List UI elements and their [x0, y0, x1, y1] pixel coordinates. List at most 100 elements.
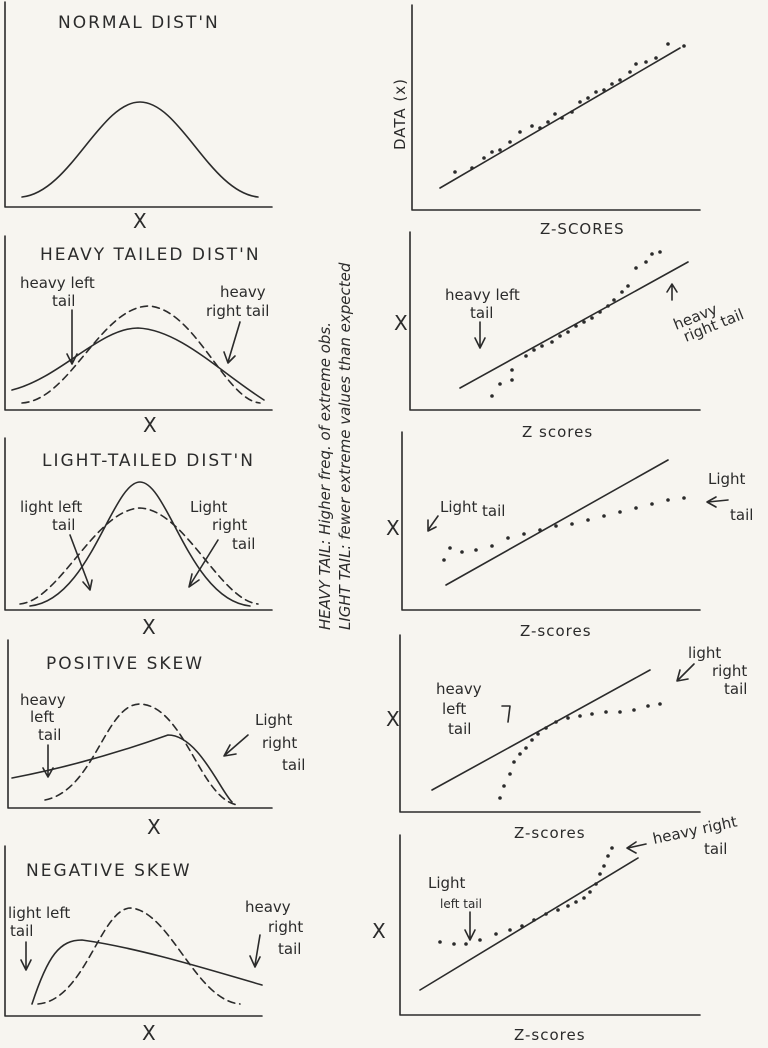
arrow	[464, 911, 476, 941]
arrow	[474, 321, 486, 349]
arrow	[706, 496, 729, 508]
plot-point	[520, 924, 524, 928]
plot-point	[634, 266, 638, 270]
plot-point	[508, 928, 512, 932]
reference-line	[445, 459, 669, 586]
annotation: tail	[232, 535, 255, 553]
annotation: tail	[448, 720, 471, 738]
plot-point	[524, 746, 528, 750]
annotation: tail	[730, 506, 753, 524]
plot-point	[590, 316, 594, 320]
annotation: right	[268, 918, 303, 936]
plot-point	[546, 120, 550, 124]
y-axis-label: DATA (x)	[391, 78, 409, 150]
plot-point	[586, 518, 590, 522]
light-tailed-curve	[29, 481, 251, 607]
plot-point	[490, 394, 494, 398]
plot-point	[566, 904, 570, 908]
x-axis-label: X	[143, 413, 157, 437]
x-axis-label: X	[142, 1021, 156, 1045]
qq-normal: DATA (x) Z-SCORES	[391, 4, 701, 238]
plot-point	[654, 56, 658, 60]
plot-point	[554, 720, 558, 724]
plot-point	[574, 900, 578, 904]
plot-point	[612, 298, 616, 302]
x-axis-label: X	[133, 209, 147, 233]
plot-point	[632, 708, 636, 712]
plot-point	[538, 528, 542, 532]
plot-point	[442, 558, 446, 562]
plot-point	[570, 110, 574, 114]
plot-point	[522, 532, 526, 536]
arrow	[249, 934, 261, 968]
plot-point	[618, 710, 622, 714]
arrow	[66, 309, 78, 365]
axes	[399, 834, 701, 1016]
panel-heavy-tailed: HEAVY TAILED DIST'N heavy left tail heav…	[4, 235, 273, 437]
plot-point	[582, 896, 586, 900]
points	[490, 250, 662, 398]
arrow	[223, 321, 241, 364]
plot-point	[570, 522, 574, 526]
plot-point	[474, 548, 478, 552]
plot-point	[566, 330, 570, 334]
plot-point	[508, 140, 512, 144]
reference-line	[431, 669, 651, 791]
arrow	[223, 734, 249, 757]
negative-skew-curve	[31, 939, 263, 1005]
normal-reference-curve	[21, 305, 261, 404]
plot-point	[558, 334, 562, 338]
annotation: tail	[704, 840, 727, 858]
panel-title: POSITIVE SKEW	[46, 654, 204, 674]
plot-point	[470, 166, 474, 170]
arrow	[501, 705, 511, 723]
normal-curve	[21, 101, 259, 198]
y-axis-label: X	[372, 919, 386, 943]
plot-point	[536, 732, 540, 736]
reference-line	[439, 47, 681, 189]
normal-reference-curve	[37, 907, 241, 1005]
annotation: tail	[724, 680, 747, 698]
annotation: Light	[255, 711, 293, 729]
annotation: Light	[708, 470, 746, 488]
positive-skew-curve	[11, 734, 233, 803]
plot-point	[510, 378, 514, 382]
annotation: Light	[428, 874, 466, 892]
annotation: right tail	[206, 302, 269, 320]
plot-point	[518, 130, 522, 134]
plot-point	[566, 716, 570, 720]
plot-point	[532, 918, 536, 922]
plot-point	[666, 498, 670, 502]
x-axis-label: X	[142, 615, 156, 639]
y-axis-label: X	[386, 516, 400, 540]
plot-point	[460, 550, 464, 554]
x-axis-label: Z-scores	[520, 622, 592, 640]
plot-point	[666, 42, 670, 46]
axes	[4, 1, 273, 208]
plot-point	[590, 712, 594, 716]
arrow	[626, 841, 647, 854]
plot-point	[553, 112, 557, 116]
annotation: left	[442, 700, 466, 718]
annotation: light	[688, 644, 721, 662]
plot-point	[634, 62, 638, 66]
plot-point	[602, 864, 606, 868]
heavy-tailed-curve	[11, 327, 265, 401]
annotation: heavy	[20, 691, 66, 709]
axes	[411, 4, 701, 211]
plot-point	[482, 156, 486, 160]
reference-line	[419, 857, 639, 991]
panel-title: NEGATIVE SKEW	[26, 861, 192, 881]
plot-point	[658, 250, 662, 254]
plot-point	[554, 524, 558, 528]
qq-positive-skew: X heavy left tail light right tail Z-sco…	[386, 634, 747, 842]
x-axis-label: Z-scores	[514, 824, 586, 842]
axes	[409, 231, 701, 411]
heavy-tail-note: HEAVY TAIL: Higher freq. of extreme obs.	[316, 322, 334, 630]
plot-point	[524, 354, 528, 358]
plot-point	[530, 738, 534, 742]
x-axis-label: Z scores	[522, 423, 593, 441]
plot-point	[494, 932, 498, 936]
annotation: right	[262, 734, 297, 752]
